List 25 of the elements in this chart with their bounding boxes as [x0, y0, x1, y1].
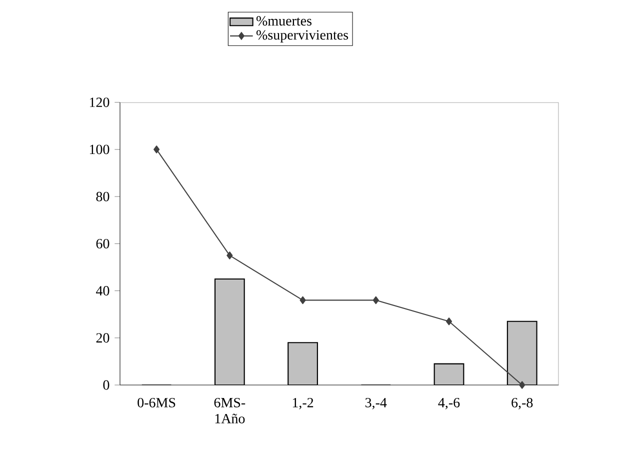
bar: [288, 342, 318, 385]
point: [226, 252, 233, 260]
y-tick-label: 40: [96, 286, 110, 296]
x-tick-label: 1,-2: [292, 398, 314, 410]
bar: [214, 278, 245, 385]
y-tick-label: 0: [103, 380, 110, 390]
x-tick-label: 4,-6: [438, 398, 460, 410]
x-tick-label: 3,-4: [365, 398, 387, 410]
x-tick-label: 6,-8: [512, 398, 533, 410]
legend-label: %muertes: [256, 16, 312, 26]
point: [372, 296, 379, 304]
point: [300, 296, 306, 304]
x-tick-label: 0-6MS: [138, 398, 176, 408]
y-tick-label: 20: [96, 333, 110, 343]
point: [446, 318, 452, 326]
bar: [506, 320, 538, 385]
legend-label: %supervivientes: [256, 30, 348, 43]
y-tick-label: 120: [90, 98, 110, 108]
y-tick-label: 80: [96, 192, 110, 202]
bar: [434, 363, 464, 385]
x-tick-label: 6MS-1Año: [214, 398, 246, 424]
point: [154, 146, 160, 154]
point: [519, 381, 526, 389]
y-tick-label: 100: [90, 144, 110, 154]
y-tick-label: 60: [96, 238, 110, 248]
